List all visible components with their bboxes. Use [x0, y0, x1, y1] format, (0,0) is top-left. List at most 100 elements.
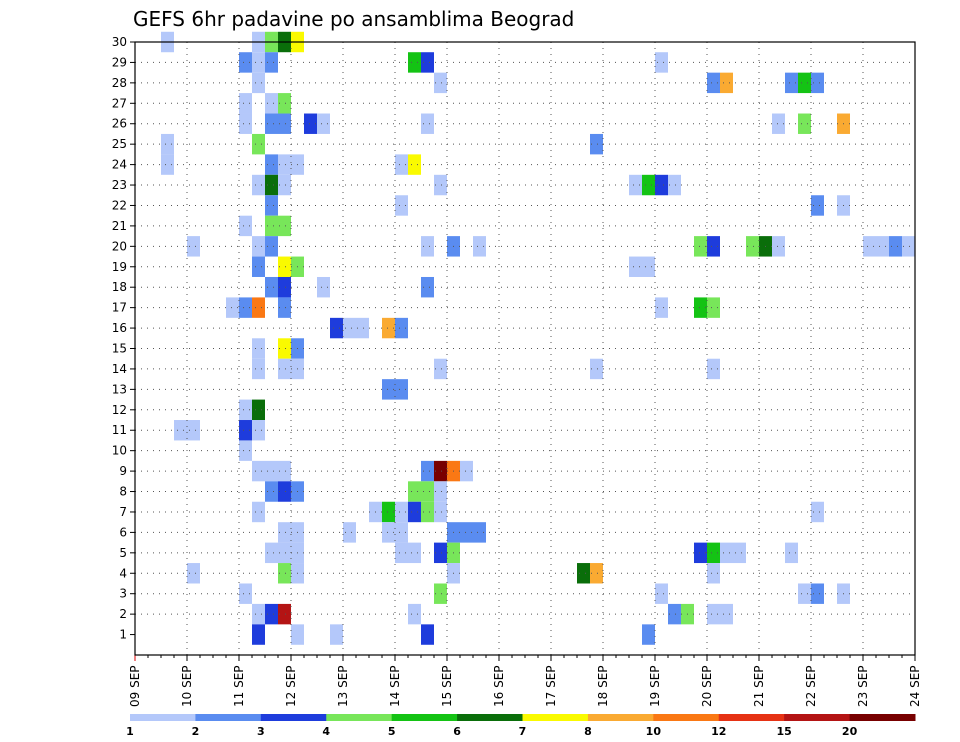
cell-member-20: [746, 236, 759, 257]
cell-member-18: [278, 276, 291, 298]
legend-swatch: [522, 714, 589, 721]
x-tick-label: 24 SEP: [908, 665, 922, 707]
legend-label: 20: [842, 725, 858, 738]
y-tick-label: 18: [112, 280, 127, 294]
legend-label: 10: [646, 725, 662, 738]
cell-member-8: [408, 481, 421, 502]
cell-member-3: [239, 583, 252, 604]
cell-member-14: [590, 358, 603, 380]
y-tick-label: 28: [112, 76, 127, 90]
cell-member-17: [694, 297, 707, 318]
cell-member-26: [278, 113, 291, 134]
cell-member-20: [876, 236, 889, 257]
x-tick-label: 23 SEP: [856, 665, 870, 707]
cell-member-22: [811, 195, 824, 216]
cell-member-2: [278, 603, 291, 625]
y-tick-label: 21: [112, 219, 127, 233]
cell-member-27: [265, 93, 278, 114]
cell-member-23: [278, 174, 291, 196]
x-tick-label: 10 SEP: [180, 665, 194, 707]
cell-member-26: [421, 113, 434, 134]
cell-member-26: [798, 113, 811, 134]
chart-title: GEFS 6hr padavine po ansamblima Beograd: [133, 7, 574, 31]
cell-member-11: [187, 420, 200, 441]
cell-member-26: [265, 113, 278, 134]
cell-member-24: [161, 154, 174, 175]
cell-member-17: [655, 297, 668, 318]
x-axis-ticks: 09 SEP 10 SEP 11 SEP 12 SEP 13 SEP 14 SEP 15 S…: [128, 655, 922, 707]
cell-member-21: [278, 215, 291, 237]
cell-member-7: [811, 501, 824, 523]
cell-member-6: [278, 522, 291, 543]
cell-member-22: [265, 195, 278, 216]
cell-member-28: [434, 72, 447, 94]
cell-member-3: [811, 583, 824, 604]
x-tick-label: 22 SEP: [804, 665, 818, 707]
cell-member-1: [252, 624, 265, 645]
cell-member-22: [395, 195, 408, 216]
cell-member-9: [434, 460, 447, 482]
cell-member-7: [395, 501, 408, 523]
legend-swatch: [326, 714, 393, 721]
cell-member-24: [395, 154, 408, 175]
x-tick-label: 14 SEP: [388, 665, 402, 707]
legend-swatch: [195, 714, 262, 721]
y-tick-label: 29: [112, 55, 127, 69]
cell-member-19: [629, 256, 642, 277]
cell-member-20: [902, 236, 915, 257]
cell-member-20: [889, 236, 902, 257]
cell-member-5: [395, 542, 408, 564]
cell-member-20: [863, 236, 876, 257]
cell-member-28: [720, 72, 733, 94]
cell-member-20: [265, 236, 278, 257]
cell-member-2: [707, 603, 720, 625]
x-tick-label: 09 SEP: [128, 665, 142, 707]
y-tick-label: 25: [112, 137, 127, 151]
legend-swatch: [653, 714, 720, 721]
cell-member-29: [265, 52, 278, 73]
y-tick-label: 11: [112, 423, 127, 437]
y-tick-label: 19: [112, 260, 127, 274]
cell-member-7: [434, 501, 447, 523]
y-tick-label: 26: [112, 117, 127, 131]
grid-lines: [135, 41, 915, 655]
cell-member-8: [265, 481, 278, 502]
cell-member-6: [473, 522, 486, 543]
y-tick-label: 1: [119, 628, 127, 642]
legend-label: 5: [388, 725, 396, 738]
cell-member-7: [382, 501, 395, 523]
cell-member-26: [239, 113, 252, 134]
cell-member-26: [772, 113, 785, 134]
cell-member-3: [798, 583, 811, 604]
cell-member-5: [694, 542, 707, 564]
cell-member-23: [629, 174, 642, 196]
plot-frame: [134, 41, 916, 656]
cell-member-6: [395, 522, 408, 543]
legend-swatch: [130, 714, 196, 721]
x-tick-label: 17 SEP: [544, 665, 558, 707]
legend-swatch: [718, 714, 785, 721]
y-tick-label: 8: [119, 485, 127, 499]
cell-member-29: [655, 52, 668, 73]
cell-member-1: [642, 624, 655, 645]
y-tick-label: 5: [119, 546, 127, 560]
cell-member-5: [733, 542, 746, 564]
y-tick-label: 16: [112, 321, 127, 335]
cell-member-8: [278, 481, 291, 502]
legend-label: 7: [519, 725, 527, 738]
cell-member-9: [421, 460, 434, 482]
cell-member-29: [408, 52, 421, 73]
cell-member-5: [265, 542, 278, 564]
cell-member-16: [382, 317, 395, 339]
cell-member-4: [278, 563, 291, 584]
cell-member-2: [668, 603, 681, 625]
cell-member-19: [278, 256, 291, 277]
cell-member-11: [239, 420, 252, 441]
cell-member-7: [408, 501, 421, 523]
cell-member-16: [330, 317, 343, 339]
x-tick-label: 19 SEP: [648, 665, 662, 707]
cell-member-16: [343, 317, 356, 339]
cell-member-28: [785, 72, 798, 94]
cell-member-20: [252, 236, 265, 257]
legend-label: 3: [257, 725, 265, 738]
